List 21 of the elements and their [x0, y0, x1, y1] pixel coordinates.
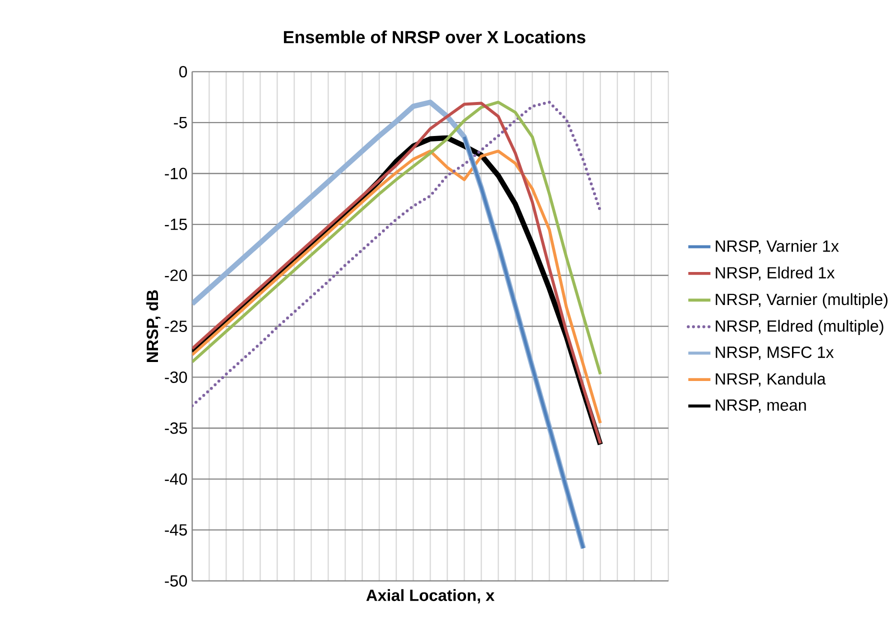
- legend-label: NRSP, Eldred 1x: [716, 266, 835, 281]
- y-tick-label: -20: [164, 270, 187, 282]
- y-tick-label: -5: [174, 117, 187, 128]
- legend-label: NRSP, Varnier 1x: [716, 240, 839, 254]
- y-tick-label: -25: [164, 320, 187, 332]
- y-tick-label: -35: [164, 422, 187, 434]
- x-axis-title: Axial Location, x: [366, 589, 495, 604]
- y-tick-label: -30: [164, 372, 187, 384]
- legend-label: NRSP, mean: [716, 399, 806, 413]
- legend-label: NRSP, Varnier (multiple): [716, 293, 888, 308]
- y-axis-title: NRSP, dB: [146, 290, 160, 362]
- y-tick-label: -40: [164, 473, 187, 485]
- legend-label: NRSP, MSFC 1x: [716, 346, 834, 360]
- y-tick-label: -50: [164, 575, 187, 587]
- y-tick-label: -10: [164, 168, 187, 180]
- y-tick-label: 0: [179, 66, 187, 78]
- y-tick-label: -15: [164, 218, 187, 230]
- y-tick-label: -45: [164, 524, 187, 536]
- chart-title: Ensemble of NRSP over X Locations: [284, 30, 586, 44]
- legend-label: NRSP, Kandula: [716, 372, 826, 387]
- legend-label: NRSP, Eldred (multiple): [716, 320, 884, 336]
